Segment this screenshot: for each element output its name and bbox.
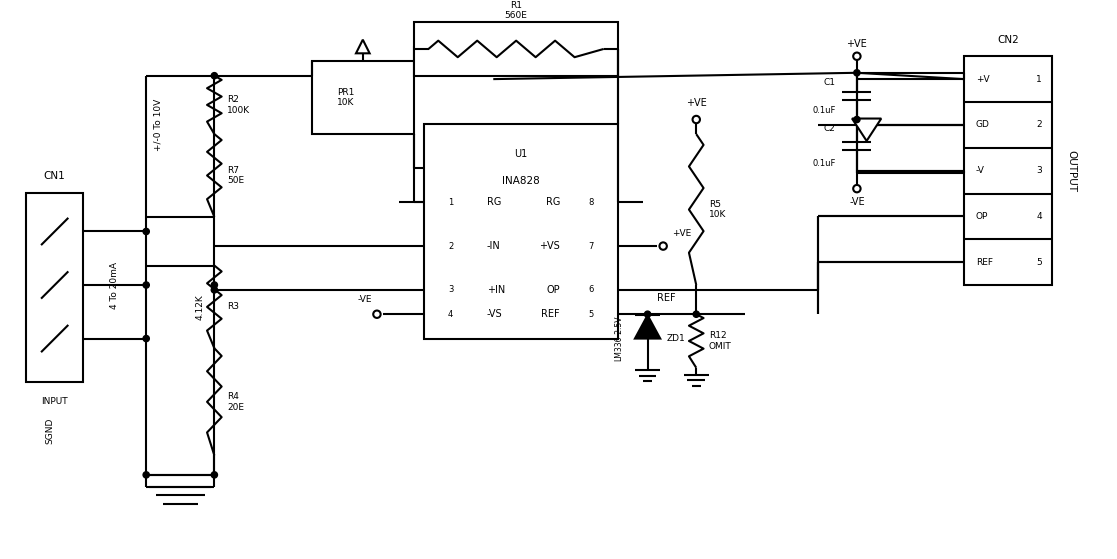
Text: LM336-2.5V: LM336-2.5V [614, 316, 623, 361]
Text: 4: 4 [448, 310, 454, 319]
Text: 4.12K: 4.12K [195, 294, 204, 320]
Text: 4 To 20mA: 4 To 20mA [109, 262, 118, 309]
Circle shape [853, 70, 860, 76]
Polygon shape [356, 40, 370, 53]
Text: +VE: +VE [686, 98, 707, 108]
Text: U1: U1 [515, 149, 527, 159]
Circle shape [853, 116, 860, 122]
Text: R3: R3 [227, 302, 239, 311]
Bar [423, 125, 619, 339]
Circle shape [143, 335, 150, 342]
Text: 6: 6 [589, 286, 594, 295]
Text: OP: OP [546, 285, 560, 295]
Text: C2: C2 [823, 125, 836, 134]
Circle shape [143, 472, 150, 478]
Text: PR1
10K: PR1 10K [337, 88, 354, 107]
Circle shape [211, 472, 218, 478]
Circle shape [211, 73, 218, 79]
Text: 4: 4 [1037, 212, 1042, 221]
Text: +VS: +VS [540, 241, 560, 251]
Polygon shape [634, 315, 660, 339]
Text: -IN: -IN [487, 241, 500, 251]
Circle shape [143, 282, 150, 288]
Text: 0.1uF: 0.1uF [812, 106, 836, 115]
Text: +V: +V [975, 74, 990, 84]
Bar [27, 192, 83, 382]
Text: 3: 3 [448, 286, 454, 295]
Text: 8: 8 [589, 198, 594, 207]
Text: 2: 2 [1037, 120, 1042, 129]
Text: -VE: -VE [849, 197, 865, 207]
Circle shape [211, 282, 218, 288]
Text: 1: 1 [1037, 74, 1042, 84]
Text: RG: RG [545, 197, 560, 207]
Text: CN2: CN2 [996, 35, 1019, 45]
Polygon shape [852, 119, 881, 141]
Circle shape [211, 287, 218, 293]
Circle shape [143, 229, 150, 235]
Text: R1
560E: R1 560E [505, 1, 527, 20]
Text: INA828: INA828 [503, 176, 540, 186]
Text: CN1: CN1 [44, 171, 66, 181]
Text: REF: REF [542, 309, 560, 319]
Text: R12
OMIT: R12 OMIT [709, 331, 732, 350]
Circle shape [645, 311, 651, 318]
Text: 0.1uF: 0.1uF [812, 159, 836, 168]
Bar [312, 61, 414, 134]
Text: +IN: +IN [487, 285, 505, 295]
Text: OP: OP [975, 212, 989, 221]
Text: OUTPUT: OUTPUT [1066, 150, 1076, 192]
Text: R4
20E: R4 20E [227, 392, 244, 411]
Text: R5
10K: R5 10K [709, 200, 726, 219]
Text: -VS: -VS [487, 309, 503, 319]
Bar [964, 56, 1051, 285]
Text: REF: REF [975, 258, 993, 267]
Text: -VE: -VE [359, 296, 372, 305]
Text: REF: REF [657, 292, 676, 302]
Text: SGND: SGND [46, 418, 55, 444]
Text: R2
100K: R2 100K [227, 95, 250, 115]
Text: -V: -V [975, 166, 984, 175]
Text: INPUT: INPUT [41, 397, 68, 406]
Circle shape [694, 311, 699, 318]
Text: 7: 7 [589, 241, 594, 250]
Text: 5: 5 [1037, 258, 1042, 267]
Text: +VE: +VE [847, 39, 867, 49]
Bar [414, 22, 619, 75]
Text: ZD1: ZD1 [667, 334, 686, 343]
Text: 2: 2 [448, 241, 454, 250]
Text: +/-0 To 10V: +/-0 To 10V [153, 98, 162, 150]
Text: R7
50E: R7 50E [227, 166, 245, 185]
Text: 5: 5 [589, 310, 594, 319]
Text: GD: GD [975, 120, 990, 129]
Text: RG: RG [487, 197, 502, 207]
Text: 3: 3 [1037, 166, 1042, 175]
Text: +VE: +VE [672, 229, 691, 238]
Text: C1: C1 [823, 78, 836, 87]
Text: 1: 1 [448, 198, 454, 207]
